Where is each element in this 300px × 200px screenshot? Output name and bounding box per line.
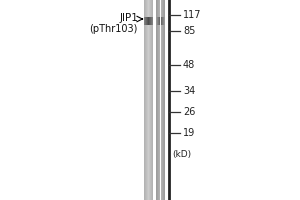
Text: 34: 34 xyxy=(183,86,195,96)
Text: JIP1: JIP1 xyxy=(119,13,138,23)
Text: (kD): (kD) xyxy=(172,151,192,160)
Text: 19: 19 xyxy=(183,128,195,138)
Text: 48: 48 xyxy=(183,60,195,70)
Text: 117: 117 xyxy=(183,10,202,20)
Text: (pThr103): (pThr103) xyxy=(90,24,138,34)
Text: 26: 26 xyxy=(183,107,195,117)
Text: 85: 85 xyxy=(183,26,195,36)
